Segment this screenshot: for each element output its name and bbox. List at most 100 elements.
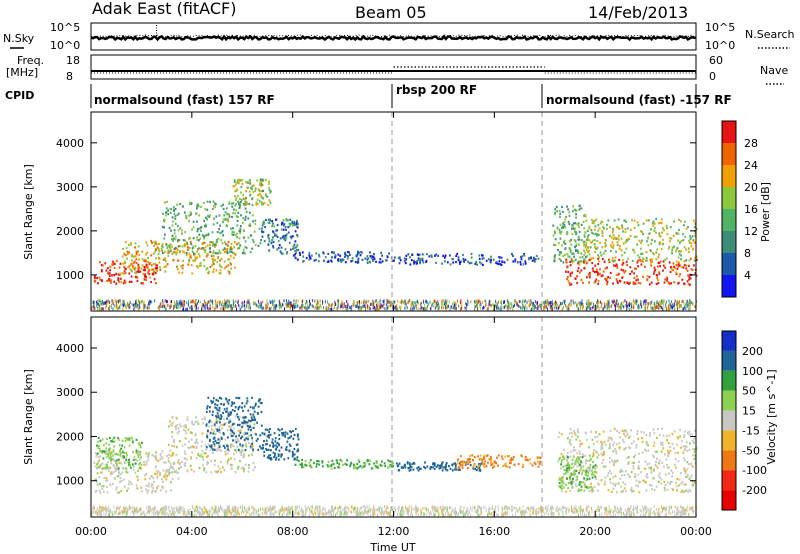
range-cell <box>171 300 173 304</box>
range-cell <box>188 299 190 303</box>
range-cell <box>594 246 596 249</box>
range-cell <box>553 257 556 260</box>
range-cell <box>237 299 239 303</box>
range-cell <box>228 399 231 402</box>
range-cell <box>445 462 448 465</box>
range-cell <box>373 305 375 309</box>
range-cell <box>340 305 342 308</box>
range-cell <box>145 253 147 256</box>
range-cell <box>693 457 696 461</box>
range-cell <box>227 445 229 448</box>
range-cell <box>243 438 246 442</box>
range-cell <box>167 254 170 257</box>
range-cell <box>676 303 678 307</box>
range-cell <box>226 303 228 307</box>
range-cell <box>115 452 118 456</box>
range-cell <box>470 256 473 259</box>
range-cell <box>421 306 423 310</box>
range-cell <box>235 199 237 202</box>
range-cell <box>568 247 571 250</box>
range-cell <box>588 306 590 309</box>
range-cell <box>576 452 579 455</box>
range-cell <box>96 472 99 475</box>
range-cell <box>229 420 232 423</box>
range-cell <box>254 222 257 226</box>
range-cell <box>216 261 219 264</box>
range-cell <box>290 237 293 240</box>
power-x-axis <box>90 112 697 311</box>
colorbar-segment <box>722 275 736 297</box>
range-cell <box>647 236 649 239</box>
range-cell <box>639 230 642 233</box>
range-cell <box>409 463 411 466</box>
range-cell <box>244 421 247 424</box>
range-cell <box>476 300 478 304</box>
range-cell <box>128 304 130 308</box>
range-cell <box>261 178 264 181</box>
range-cell <box>630 488 633 492</box>
range-cell <box>286 432 289 435</box>
range-cell <box>137 303 139 307</box>
range-cell <box>163 250 166 254</box>
range-cell <box>204 208 207 211</box>
range-cell <box>630 470 633 474</box>
range-cell <box>215 306 217 309</box>
range-cell <box>614 307 616 311</box>
range-cell <box>512 455 515 458</box>
range-cell <box>136 475 139 478</box>
range-cell <box>262 230 265 233</box>
range-cell <box>152 270 155 273</box>
range-cell <box>662 264 665 267</box>
range-cell <box>246 397 249 400</box>
range-cell <box>572 222 575 225</box>
range-cell <box>201 234 204 237</box>
range-cell <box>174 208 177 211</box>
range-cell <box>260 190 263 193</box>
range-cell <box>670 267 673 270</box>
range-cell <box>577 307 579 311</box>
range-cell <box>164 233 166 236</box>
range-cell <box>259 242 262 245</box>
range-cell <box>111 303 112 307</box>
range-cell <box>632 303 634 307</box>
range-cell <box>113 465 115 468</box>
range-cell <box>370 303 372 306</box>
range-cell <box>577 250 579 253</box>
range-cell <box>674 299 676 303</box>
range-cell <box>127 304 129 308</box>
range-cell <box>196 220 198 223</box>
range-cell <box>499 307 501 311</box>
range-cell <box>533 307 535 310</box>
range-cell <box>206 460 209 464</box>
range-cell <box>212 301 214 305</box>
range-cell <box>246 432 249 435</box>
range-cell <box>230 267 233 270</box>
range-cell <box>615 263 618 266</box>
range-cell <box>597 280 600 283</box>
range-cell <box>123 461 126 464</box>
range-cell <box>571 271 573 274</box>
range-cell <box>633 305 635 309</box>
range-cell <box>191 300 193 304</box>
range-cell <box>166 304 168 308</box>
range-cell <box>533 304 535 307</box>
range-cell <box>224 421 227 424</box>
range-cell <box>632 306 634 310</box>
range-cell <box>369 459 371 462</box>
range-cell <box>274 304 276 308</box>
range-cell <box>163 226 165 229</box>
range-cell <box>372 299 374 303</box>
range-cell <box>224 410 227 413</box>
range-cell <box>301 462 303 466</box>
range-cell <box>604 465 607 468</box>
range-cell <box>561 301 563 305</box>
range-cell <box>679 428 681 432</box>
range-cell <box>684 483 687 486</box>
range-cell <box>243 431 246 434</box>
range-cell <box>308 254 311 257</box>
range-cell <box>98 475 101 479</box>
range-cell <box>158 261 161 264</box>
colorbar-tick-label: 12 <box>744 225 758 238</box>
range-cell <box>359 305 361 309</box>
range-cell <box>474 307 475 311</box>
